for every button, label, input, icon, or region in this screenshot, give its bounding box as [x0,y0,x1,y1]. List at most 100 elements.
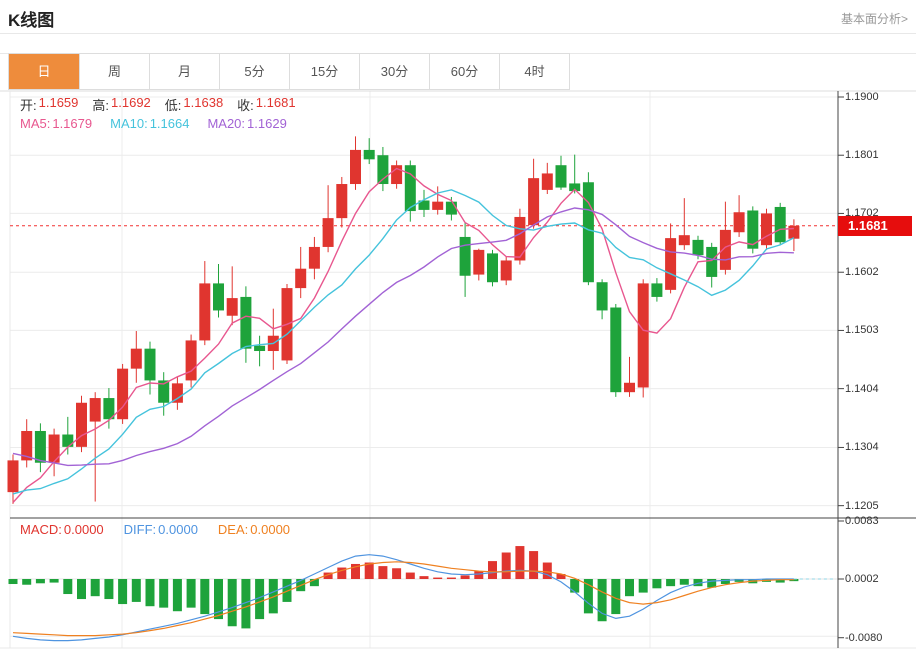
macd-bar [638,579,648,593]
macd-legend-item: DIFF: 0.0000 [124,522,198,537]
candle-body [363,149,375,160]
macd-bar [309,579,319,587]
macd-legend-value: 0.0000 [63,522,104,537]
macd-bar [268,579,278,614]
tab-60分[interactable]: 60分 [429,54,499,89]
period-tab-bar: 日周月 5分 15分 30分 60分 4时 [8,53,570,90]
macd-axis-label: 0.0002 [845,573,879,585]
candle-body [158,380,170,403]
candle-body [733,212,745,233]
macd-bar [131,579,141,602]
candle-body [555,165,567,188]
ma-legend-label: MA10: [110,116,148,131]
macd-legend-label: DEA: [217,522,249,537]
header-divider [0,33,916,34]
candle-body [678,235,690,246]
candle-body [199,283,211,341]
candle-body [48,434,60,463]
macd-bar [159,579,169,608]
candle-body [651,283,663,297]
price-axis-label: 1.1602 [845,266,879,279]
ma-legend-value: 1.1629 [247,116,287,131]
macd-bar [104,579,114,600]
candle-body [144,348,156,381]
candle-body [596,282,608,311]
price-axis-label: 1.1404 [845,382,879,395]
ohlc-legend-label: 开: [20,98,37,113]
macd-bar [570,579,580,593]
ma20-line [12,207,794,467]
candle-body [487,253,498,283]
macd-bar [625,579,634,597]
macd-bar [364,562,374,579]
macd-bar [214,579,223,620]
candle-body [377,155,389,185]
candle-body [7,460,19,493]
tab-5分[interactable]: 5分 [219,54,289,89]
candle-body [459,236,471,276]
macd-bar [337,567,347,579]
candle-body [637,283,649,388]
macd-bar [556,573,566,579]
macd-bar [282,579,292,602]
tab-月[interactable]: 月 [149,54,219,89]
ohlc-legend-value: 1.1681 [255,95,296,110]
candle-body [226,298,238,316]
macd-bar [227,579,237,627]
ohlc-legend-item: 低: 1.1638 [165,95,223,114]
macd-bar [693,579,703,587]
macd-bar [529,551,539,579]
candle-body [747,210,759,249]
candle-body [719,229,731,270]
macd-bar [351,563,360,579]
macd-legend-label: MACD: [20,522,62,537]
ma10-line [12,189,795,495]
tab-30分[interactable]: 30分 [359,54,429,89]
tab-日[interactable]: 日 [9,54,79,89]
tab-周[interactable]: 周 [79,54,149,89]
fundamental-analysis-link[interactable]: 基本面分析> [840,12,908,26]
macd-bar [49,579,59,583]
ma-legend-item: MA5: 1.1679 [20,116,92,131]
macd-bar [8,579,18,585]
tab-4时[interactable]: 4时 [499,54,569,89]
macd-bar [446,577,456,579]
candle-body [391,165,403,185]
candle-body [404,165,416,212]
macd-bar [405,572,415,579]
macd-bar [597,579,607,622]
ohlc-legend-label: 收: [237,98,254,113]
candle-body [706,246,718,277]
macd-bar [488,561,497,579]
candle-body [336,184,348,219]
candle-body [308,246,320,269]
macd-bar [666,579,676,587]
price-axis-label: 1.1503 [845,324,879,337]
candle-body [761,213,772,246]
macd-legend-label: DIFF: [123,522,157,537]
panel-borders [0,90,916,649]
ohlc-legend-value: 1.1692 [111,95,151,110]
ohlc-legend-label: 低: [164,98,182,113]
macd-legend-item: DEA: 0.0000 [218,522,290,537]
candle-body [665,238,677,290]
macd-histogram [8,546,799,629]
tab-15分[interactable]: 15分 [289,54,359,89]
ma-legend: MA5: 1.1679 MA10: 1.1664 MA20: 1.1629 [20,116,287,131]
macd-bar [515,546,525,579]
candle-body [76,402,87,447]
macd-bar [323,572,333,579]
ohlc-legend-item: 开: 1.1659 [20,95,78,114]
candle-body [117,368,129,420]
last-price-badge: 1.1681 [838,215,912,236]
ohlc-legend-label: 高: [92,98,110,113]
macd-bar [734,579,744,582]
candle-body [295,268,307,289]
candle-body [774,206,786,243]
macd-bar [433,577,443,579]
candle-body [171,383,183,403]
macd-bar [118,579,128,605]
macd-bar [22,579,32,585]
macd-bar [611,579,621,615]
